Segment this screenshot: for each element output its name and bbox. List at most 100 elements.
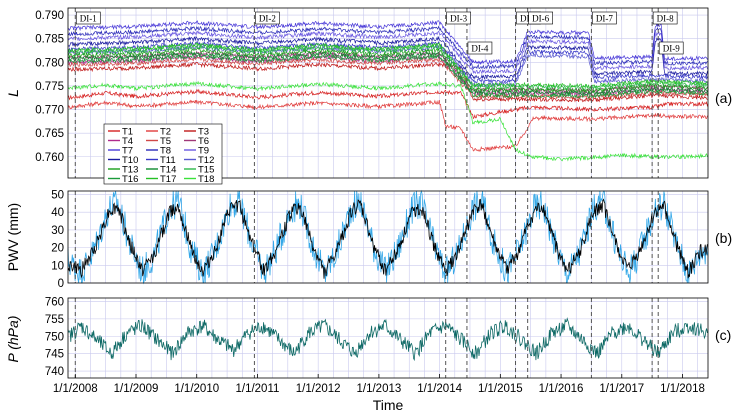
panel-b-frame (67, 190, 709, 284)
event-label-box (467, 41, 493, 55)
panel-b-event-lines (74, 191, 659, 283)
x-tick-label: 1/1/2010 (174, 383, 219, 395)
x-tick-label: 1/1/2013 (357, 383, 402, 395)
event-label-box (75, 11, 101, 25)
panel-c-event-lines (74, 298, 659, 378)
panel-b-pwv: 0 10 20 30 40 50 PWV (mm) (b) (5, 190, 732, 290)
y-tick-label: 20 (51, 243, 64, 255)
event-lines (74, 8, 659, 178)
panel-b-y-label: PWV (mm) (5, 203, 21, 271)
legend-label: T3 (198, 127, 209, 138)
legend-label: T7 (122, 146, 133, 157)
event-label-box (446, 11, 471, 25)
y-tick-label: 50 (51, 190, 64, 202)
event-label-box (658, 41, 684, 55)
x-tick-label: 1/1/2012 (296, 383, 341, 395)
event-label-text: DI-2 (259, 14, 276, 24)
panel-c-y-ticks: 740 745 750 755 760 (45, 296, 64, 378)
series-line (67, 30, 709, 75)
y-tick-label: 0.780 (35, 57, 64, 69)
y-tick-label: 740 (45, 366, 64, 378)
y-tick-label: 0.785 (35, 34, 64, 46)
y-tick-label: 40 (51, 207, 64, 219)
series-line (67, 80, 709, 162)
series-line (67, 189, 709, 285)
event-label: DI-6 (528, 11, 553, 25)
event-label: DI-8 (652, 11, 678, 25)
event-label: DI-9 (658, 41, 684, 55)
legend-label: T12 (198, 155, 214, 166)
panel-c-label: (c) (715, 327, 731, 343)
event-label-text: DI-8 (657, 14, 674, 24)
panel-b-y-ticks: 0 10 20 30 40 50 (51, 190, 64, 290)
panel-c-grid (68, 298, 708, 378)
y-tick-label: 0.760 (35, 152, 64, 164)
event-label-text: DI-9 (663, 44, 680, 54)
series-line (67, 53, 709, 97)
panel-b-label: (b) (715, 230, 732, 246)
panel-c-frame (67, 297, 709, 379)
series-line (67, 53, 709, 100)
legend-label: T1 (122, 127, 133, 138)
legend-label: T9 (198, 146, 209, 157)
series-line (67, 198, 709, 279)
event-label-text: DI-7 (596, 14, 613, 24)
x-tick-label: 1/1/2015 (478, 383, 523, 395)
y-tick-label: 0.790 (35, 10, 64, 22)
x-tick-label: 1/1/2011 (235, 383, 279, 395)
series-line (67, 47, 709, 94)
legend-label: T6 (198, 136, 209, 147)
y-tick-label: 0 (58, 278, 64, 290)
x-tick-label: 1/1/2009 (114, 383, 159, 395)
y-tick-label: 745 (45, 349, 64, 361)
x-axis-ticks: 1/1/2008 1/1/2009 1/1/2010 1/1/2011 1/1/2012… (53, 374, 705, 395)
legend-label: T14 (160, 165, 176, 176)
legend-label: T4 (122, 136, 133, 147)
series-line (67, 42, 709, 89)
series-line (67, 35, 709, 80)
series-line (67, 57, 709, 101)
panel-a-luminance: DI-1DI-2DI-3DI-4DI-5DI-6DI-7DI-8DI-9 0.7… (5, 7, 732, 185)
event-label-box (592, 11, 617, 25)
event-label: DI-2 (255, 11, 280, 25)
panel-c-pressure: 740 745 750 755 760 P (hPa) (c) (5, 296, 731, 379)
event-label-text: DI-1 (80, 14, 97, 24)
x-tick-label: 1/1/2008 (53, 383, 98, 395)
event-label-box (255, 11, 280, 25)
event-label: DI-4 (467, 41, 493, 55)
event-label: DI-1 (75, 11, 101, 25)
event-label-text: DI-4 (471, 44, 488, 54)
x-tick-label: 1/1/2017 (599, 383, 644, 395)
legend-label: T11 (160, 155, 176, 166)
panel-a-y-ticks: 0.760 0.765 0.770 0.775 0.780 0.785 0.790 (35, 10, 64, 164)
legend-box (103, 123, 223, 185)
panel-a-y-label: L (5, 89, 21, 97)
event-label-box (652, 11, 678, 25)
series-line (67, 99, 709, 152)
panel-b-series (67, 189, 709, 285)
panel-a-frame (67, 7, 709, 179)
panel-c-y-label: P (hPa) (5, 316, 21, 363)
legend-label: T15 (198, 165, 214, 176)
legend-label: T18 (198, 174, 214, 185)
legend: T1 T2 T3 T4 T5 T6 T7 T8 T9 T10 T11 T12 T13 T14 T15 T16 T… (103, 123, 223, 185)
x-axis-label: Time (373, 397, 404, 413)
y-tick-label: 755 (45, 314, 64, 326)
event-label: DI-3 (446, 11, 471, 25)
event-label: DI-7 (592, 11, 617, 25)
legend-label: T10 (122, 155, 138, 166)
x-tick-label: 1/1/2016 (539, 383, 584, 395)
y-tick-label: 10 (51, 260, 64, 272)
event-label-text: DI-3 (450, 14, 467, 24)
series-line (67, 25, 709, 70)
x-tick-label: 1/1/2014 (417, 383, 462, 395)
x-tick-label: 1/1/2018 (660, 383, 705, 395)
legend-label: T5 (160, 136, 171, 147)
series-line (67, 61, 709, 103)
event-labels: DI-1DI-2DI-3DI-4DI-5DI-6DI-7DI-8DI-9 (75, 11, 684, 55)
series-line (67, 317, 709, 362)
panel-a-series (67, 19, 709, 162)
series-line (67, 43, 709, 91)
y-tick-label: 750 (45, 331, 64, 343)
